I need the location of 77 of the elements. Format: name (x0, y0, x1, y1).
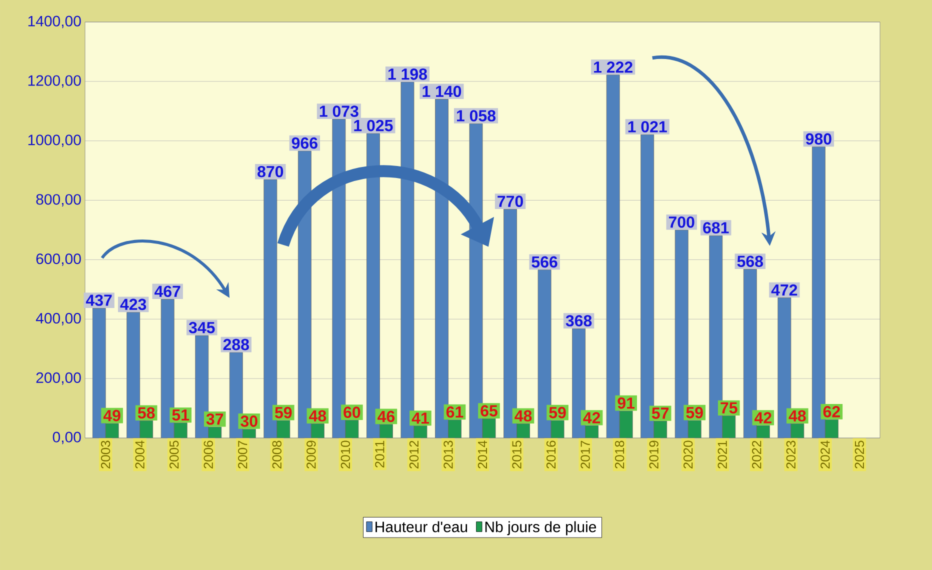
data-label: 472 (771, 284, 798, 296)
x-tick-label: 2006 (204, 440, 213, 468)
data-label: 65 (480, 405, 498, 416)
data-label: 681 (703, 222, 729, 234)
x-tick-label: 2023 (786, 440, 796, 468)
y-tick-label: 600,00 (36, 254, 81, 266)
data-label: 46 (378, 410, 395, 422)
data-label: 1 222 (594, 62, 632, 73)
data-label: 49 (103, 410, 120, 422)
y-tick-label: 1000,00 (28, 134, 81, 148)
data-label: 75 (720, 402, 738, 414)
data-label: 700 (668, 216, 694, 228)
data-label: 1 025 (354, 120, 393, 132)
x-tick-label: 2005 (170, 440, 179, 468)
data-label: 288 (223, 338, 249, 350)
data-label: 62 (823, 406, 840, 418)
x-tick-label: 2025 (854, 440, 864, 468)
data-label: 966 (292, 137, 318, 149)
data-label: 870 (258, 166, 284, 178)
x-tick-label: 2011 (375, 440, 384, 468)
x-tick-label: 2012 (409, 440, 419, 468)
x-tick-label: 2016 (546, 440, 556, 468)
data-label: 91 (618, 397, 635, 409)
x-tick-label: 2004 (135, 440, 144, 468)
data-label: 368 (566, 315, 592, 326)
y-tick-label: 1400,00 (28, 16, 81, 28)
x-tick-label: 2008 (272, 440, 282, 468)
data-label: 59 (549, 406, 566, 418)
y-tick-label: 0,00 (52, 432, 81, 444)
y-tick-label: 400,00 (36, 312, 81, 326)
x-tick-label: 2010 (340, 440, 350, 468)
data-label: 37 (206, 413, 224, 425)
x-tick-label: 2013 (444, 440, 453, 468)
x-tick-label: 2019 (649, 440, 658, 468)
data-label: 1 073 (320, 106, 358, 117)
data-label: 980 (806, 133, 832, 145)
x-tick-label: 2003 (100, 440, 110, 468)
data-label: 59 (274, 406, 292, 418)
data-label: 42 (583, 412, 600, 424)
x-tick-label: 2020 (684, 440, 693, 468)
data-label: 48 (788, 410, 806, 422)
data-label: 51 (172, 409, 190, 421)
x-tick-label: 2018 (614, 440, 624, 468)
data-label: 770 (498, 196, 523, 207)
data-label: 60 (344, 406, 360, 418)
data-label: 1 198 (388, 68, 427, 80)
y-tick-label: 800,00 (36, 194, 81, 206)
x-tick-label: 2021 (718, 440, 727, 468)
data-label: 57 (652, 408, 669, 419)
y-tick-label: 200,00 (36, 372, 81, 385)
data-label: 48 (309, 410, 326, 422)
data-label: 59 (686, 406, 703, 418)
data-label: 41 (412, 412, 429, 424)
data-label: 1 058 (456, 110, 496, 122)
y-tick-label: 1200,00 (28, 75, 81, 88)
x-tick-label: 2007 (238, 440, 248, 468)
data-label: 42 (754, 412, 772, 424)
data-label: 566 (532, 256, 558, 268)
data-label: 58 (138, 407, 155, 419)
data-label: 48 (514, 410, 532, 422)
x-tick-label: 2017 (580, 440, 590, 468)
data-label: 30 (240, 416, 258, 427)
x-tick-label: 2014 (478, 440, 488, 468)
data-label: 345 (188, 322, 215, 334)
data-label: 467 (154, 286, 180, 298)
x-tick-label: 2024 (820, 440, 830, 468)
data-label: 1 021 (628, 121, 667, 132)
data-label: 437 (86, 294, 112, 306)
x-tick-label: 2015 (512, 440, 522, 468)
legend-label: Nb jours de pluie (485, 521, 596, 536)
data-label: 61 (446, 406, 464, 418)
legend-label: Hauteur d'eau (376, 521, 468, 532)
x-tick-label: 2022 (752, 440, 762, 468)
x-tick-label: 2009 (306, 440, 316, 468)
data-label: 568 (737, 256, 763, 268)
data-label: 1 140 (422, 86, 462, 98)
data-label: 423 (120, 298, 146, 310)
